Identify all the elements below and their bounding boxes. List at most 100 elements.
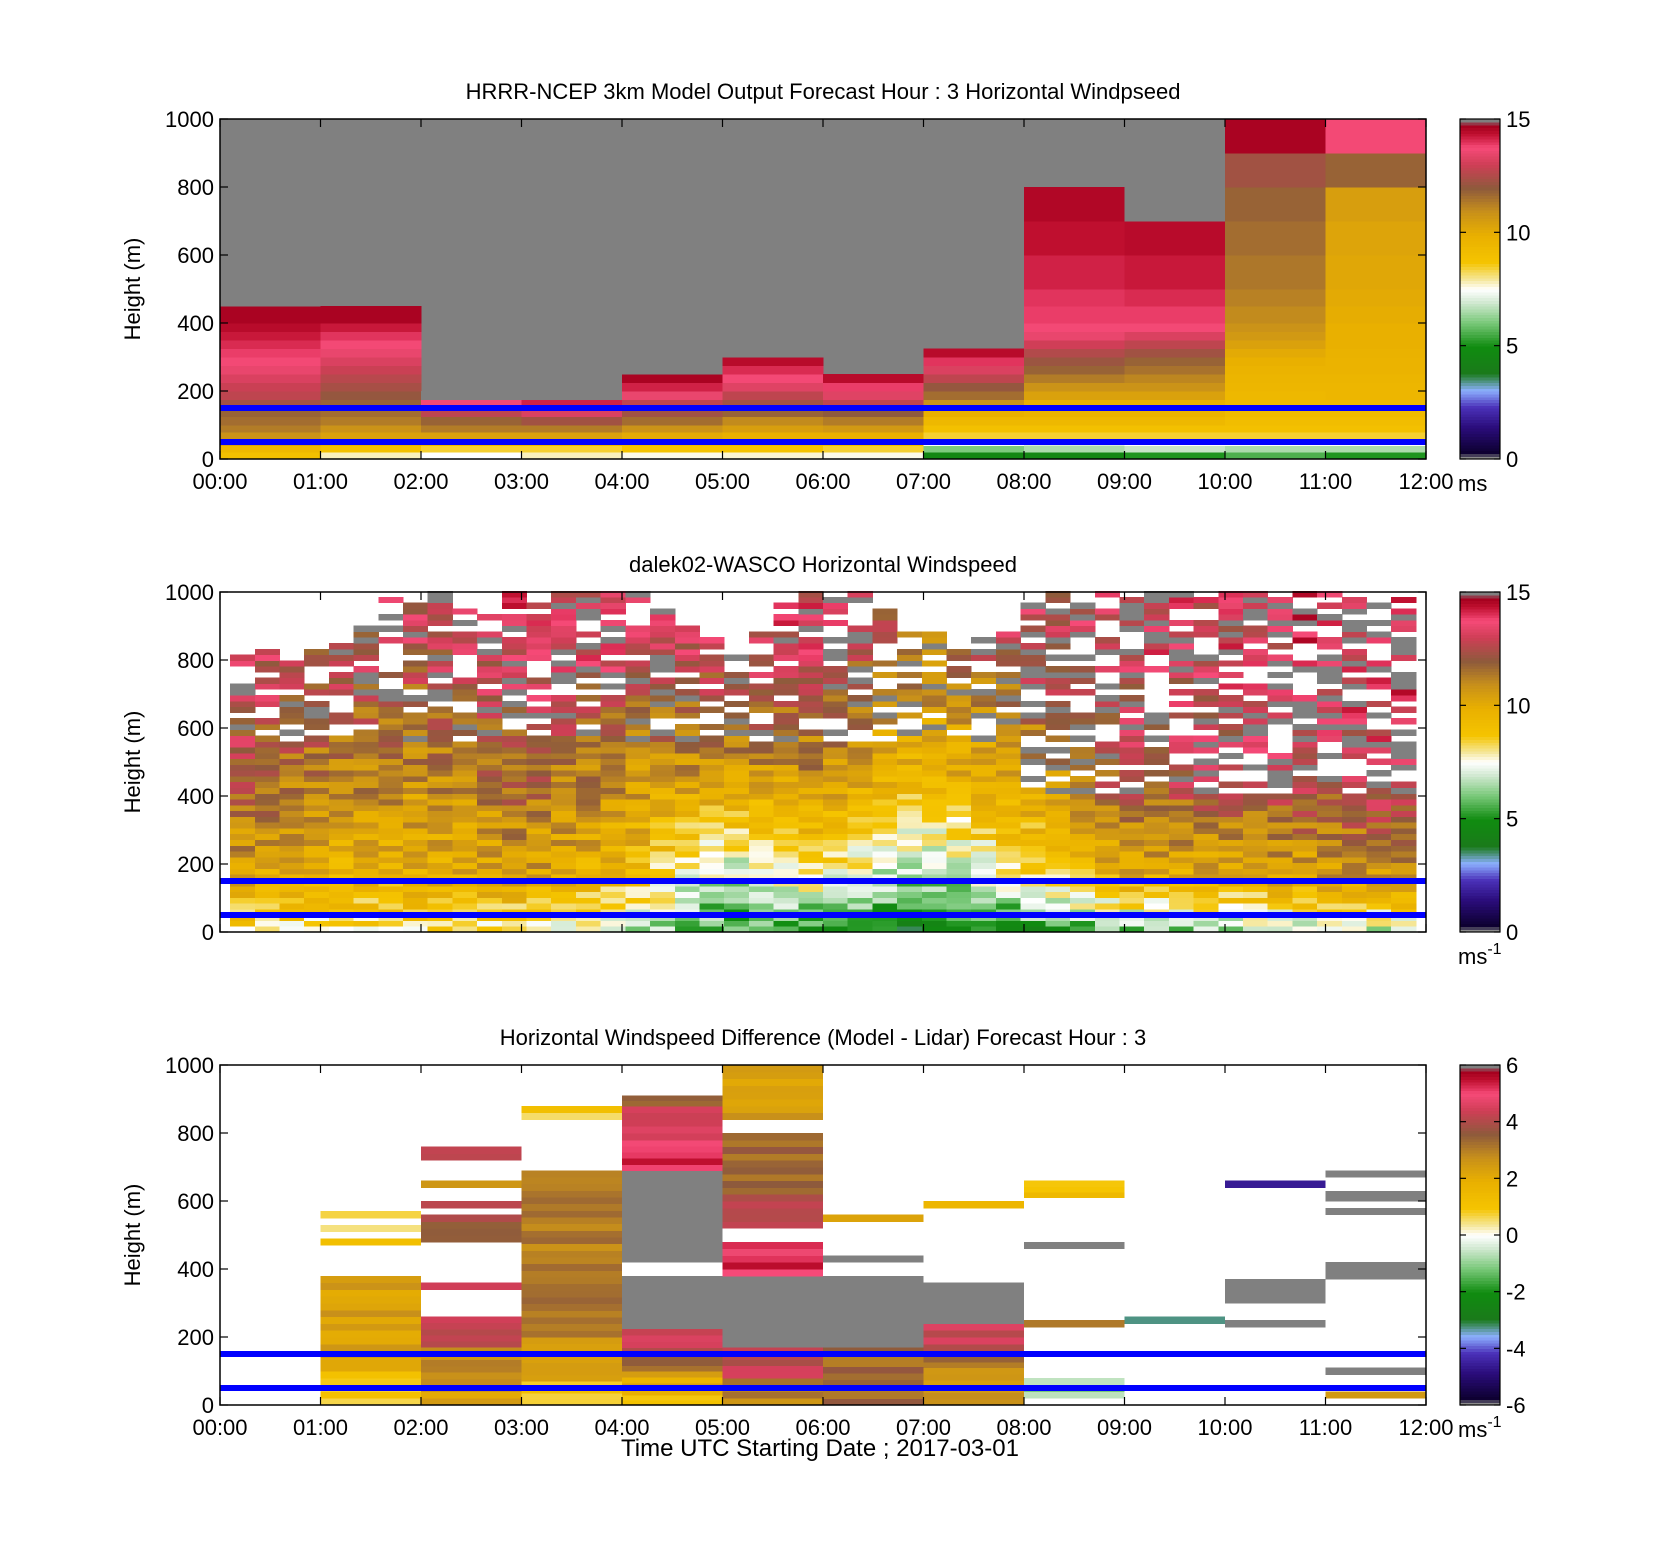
heatmap-cell (625, 723, 651, 731)
heatmap-cell (823, 839, 849, 846)
heatmap-cell (1391, 689, 1417, 696)
heatmap-cell (477, 827, 503, 835)
heatmap-cell (946, 827, 972, 835)
heatmap-cell (220, 323, 321, 332)
heatmap-cell (427, 666, 453, 673)
heatmap-cell (1024, 445, 1125, 453)
heatmap-cell (622, 1190, 723, 1198)
heatmap-cell (674, 677, 700, 684)
heatmap-cell (1341, 885, 1368, 893)
heatmap-cell (1225, 187, 1326, 222)
heatmap-cell (1218, 827, 1244, 835)
heatmap-cell (353, 631, 379, 638)
colorbar-tick-label: 4 (1506, 1110, 1518, 1135)
heatmap-cell (402, 735, 429, 742)
colorbar-swatch (1460, 886, 1500, 891)
heatmap-cell (353, 729, 379, 736)
heatmap-cell (798, 874, 824, 881)
heatmap-cell (575, 631, 602, 638)
heatmap-cell (1193, 816, 1219, 823)
heatmap-cell (872, 804, 898, 812)
heatmap-cell (1020, 723, 1046, 731)
heatmap-cell (1168, 596, 1195, 604)
heatmap-cell (600, 833, 626, 841)
heatmap-cell (748, 770, 775, 777)
heatmap-cell (353, 764, 379, 771)
heatmap-cell (872, 758, 898, 765)
heatmap-cell (230, 874, 256, 881)
colorbar-swatch (1460, 1169, 1500, 1174)
heatmap-cell (897, 648, 923, 656)
heatmap-cell (1119, 793, 1145, 800)
heatmap-cell (923, 1343, 1024, 1352)
heatmap-cell (722, 1347, 823, 1354)
heatmap-cell (1045, 770, 1071, 777)
heatmap-cell (1317, 868, 1343, 875)
heatmap-cell (1193, 885, 1219, 893)
colorbar-swatch (1460, 170, 1500, 174)
colorbar-swatch (1460, 1288, 1500, 1293)
heatmap-cell (551, 648, 577, 656)
heatmap-cell (1094, 718, 1120, 725)
heatmap-cell (526, 816, 552, 823)
heatmap-cell (1243, 735, 1269, 742)
heatmap-cell (1341, 856, 1368, 864)
heatmap-cell (1292, 810, 1318, 817)
heatmap-cell (1225, 382, 1326, 392)
heatmap-cell (1168, 781, 1195, 788)
heatmap-cell (521, 1105, 622, 1114)
heatmap-cell (220, 365, 321, 375)
heatmap-cell (1045, 671, 1071, 679)
heatmap-cell (477, 654, 503, 661)
colorbar-swatch (1460, 209, 1500, 214)
heatmap-cell (328, 851, 355, 858)
colorbar-swatch (1460, 204, 1500, 208)
colorbar-swatch (1460, 620, 1500, 624)
heatmap-cell (946, 868, 972, 875)
colorbar-swatch (1460, 841, 1500, 845)
y-tick-label: 200 (177, 379, 214, 404)
colorbar-swatch (1460, 1325, 1500, 1330)
heatmap-cell (279, 747, 305, 754)
heatmap-cell (1317, 677, 1343, 684)
heatmap-cell (1119, 862, 1145, 869)
colorbar-swatch (1460, 1124, 1500, 1128)
heatmap-cell (1045, 747, 1071, 754)
heatmap-cell (921, 706, 948, 713)
heatmap-cell (575, 695, 602, 702)
heatmap-cell (551, 712, 577, 719)
heatmap-cell (477, 723, 503, 731)
heatmap-cell (1218, 833, 1244, 841)
colorbar-swatch (1460, 1164, 1500, 1168)
heatmap-cell (1243, 804, 1269, 812)
heatmap-cell (551, 833, 577, 841)
heatmap-cell (1024, 357, 1125, 366)
heatmap-cell (897, 868, 923, 875)
heatmap-cell (622, 1126, 723, 1134)
heatmap-cell (1292, 851, 1318, 858)
heatmap-cell (1144, 625, 1170, 632)
heatmap-cell (872, 816, 898, 823)
heatmap-cell (1193, 862, 1219, 869)
heatmap-cell (1391, 718, 1417, 725)
heatmap-cell (1020, 671, 1046, 679)
heatmap-cell (995, 660, 1022, 667)
heatmap-cell (551, 706, 577, 713)
heatmap-cell (1144, 735, 1170, 742)
heatmap-cell (1045, 700, 1071, 708)
heatmap-cell (600, 637, 626, 644)
heatmap-cell (501, 891, 528, 898)
heatmap-cell (1094, 851, 1120, 858)
colorbar-swatch (1460, 1093, 1500, 1097)
heatmap-cell (798, 799, 824, 806)
heatmap-cell (622, 1249, 723, 1257)
heatmap-cell (748, 822, 775, 829)
heatmap-cell (722, 1146, 823, 1154)
heatmap-cell (452, 920, 478, 927)
heatmap-cell (1144, 723, 1170, 731)
heatmap-cell (1168, 775, 1195, 783)
heatmap-cell (923, 1330, 1024, 1338)
heatmap-cell (1193, 764, 1219, 771)
heatmap-cell (353, 810, 379, 817)
heatmap-cell (872, 822, 898, 829)
